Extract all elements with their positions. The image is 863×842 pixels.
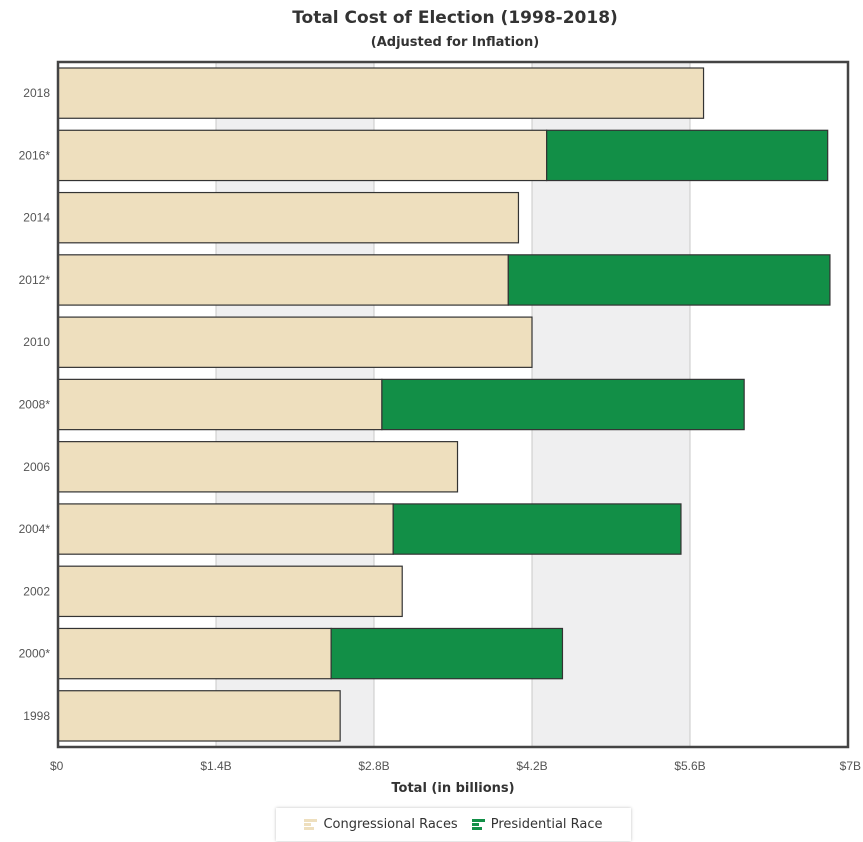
x-tick-label: $2.8B bbox=[358, 759, 389, 773]
bar-congressional-2016 bbox=[57, 129, 548, 182]
x-axis-labels: $0 $1.4B $2.8B $4.2B $5.6B $7B bbox=[50, 759, 861, 773]
chart-subtitle: (Adjusted for Inflation) bbox=[370, 35, 540, 50]
bar-congressional-2002 bbox=[57, 565, 403, 618]
chart-title: Total Cost of Election (1998-2018) bbox=[292, 8, 618, 28]
x-tick-label: $7B bbox=[840, 759, 861, 773]
y-tick-label: 2016* bbox=[19, 148, 51, 162]
x-tick-label: $1.4B bbox=[200, 759, 231, 773]
bar-congressional-2004 bbox=[57, 503, 394, 555]
bar-congressional-2010 bbox=[57, 316, 533, 368]
y-tick-label: 2018 bbox=[23, 86, 50, 100]
bar-congressional-1998 bbox=[57, 690, 341, 742]
bar-congressional-2018 bbox=[57, 67, 705, 119]
bar-presidential-2016 bbox=[546, 129, 829, 182]
bar-congressional-2012 bbox=[57, 254, 509, 306]
bars bbox=[57, 67, 831, 742]
bar-congressional-2014 bbox=[57, 191, 520, 244]
y-axis-labels: 2018 2016* 2014 2012* 2010 2008* 2006 2004* 2002… bbox=[19, 86, 51, 723]
bar-congressional-2000 bbox=[57, 627, 332, 680]
bar-presidential-2000 bbox=[330, 627, 564, 680]
y-tick-label: 2006 bbox=[23, 460, 50, 474]
x-tick-label: $0 bbox=[50, 759, 64, 773]
y-tick-label: 2008* bbox=[19, 398, 51, 412]
bar-presidential-2004 bbox=[392, 503, 682, 555]
legend: Congressional Races Presidential Race bbox=[276, 808, 631, 841]
x-tick-label: $4.2B bbox=[516, 759, 547, 773]
x-axis-title: Total (in billions) bbox=[391, 781, 515, 796]
y-tick-label: 2004* bbox=[19, 522, 51, 536]
y-tick-label: 2012* bbox=[19, 273, 51, 287]
bar-presidential-2008 bbox=[381, 378, 745, 431]
legend-swatch-congressional-icon bbox=[304, 818, 318, 831]
legend-label-presidential: Presidential Race bbox=[490, 817, 603, 832]
y-tick-label: 1998 bbox=[23, 709, 50, 723]
y-tick-label: 2014 bbox=[23, 211, 50, 225]
legend-item-presidential[interactable]: Presidential Race bbox=[471, 817, 603, 832]
bar-congressional-2008 bbox=[57, 378, 383, 431]
x-tick-label: $5.6B bbox=[674, 759, 705, 773]
bar-congressional-2006 bbox=[57, 441, 459, 493]
y-tick-label: 2002 bbox=[23, 584, 50, 598]
y-tick-label: 2010 bbox=[23, 335, 50, 349]
bar-presidential-2012 bbox=[507, 254, 831, 306]
legend-item-congressional[interactable]: Congressional Races bbox=[304, 817, 458, 832]
legend-swatch-presidential-icon bbox=[471, 818, 485, 831]
y-tick-label: 2000* bbox=[19, 647, 51, 661]
legend-label-congressional: Congressional Races bbox=[323, 817, 458, 832]
plot-frame bbox=[56, 60, 850, 749]
